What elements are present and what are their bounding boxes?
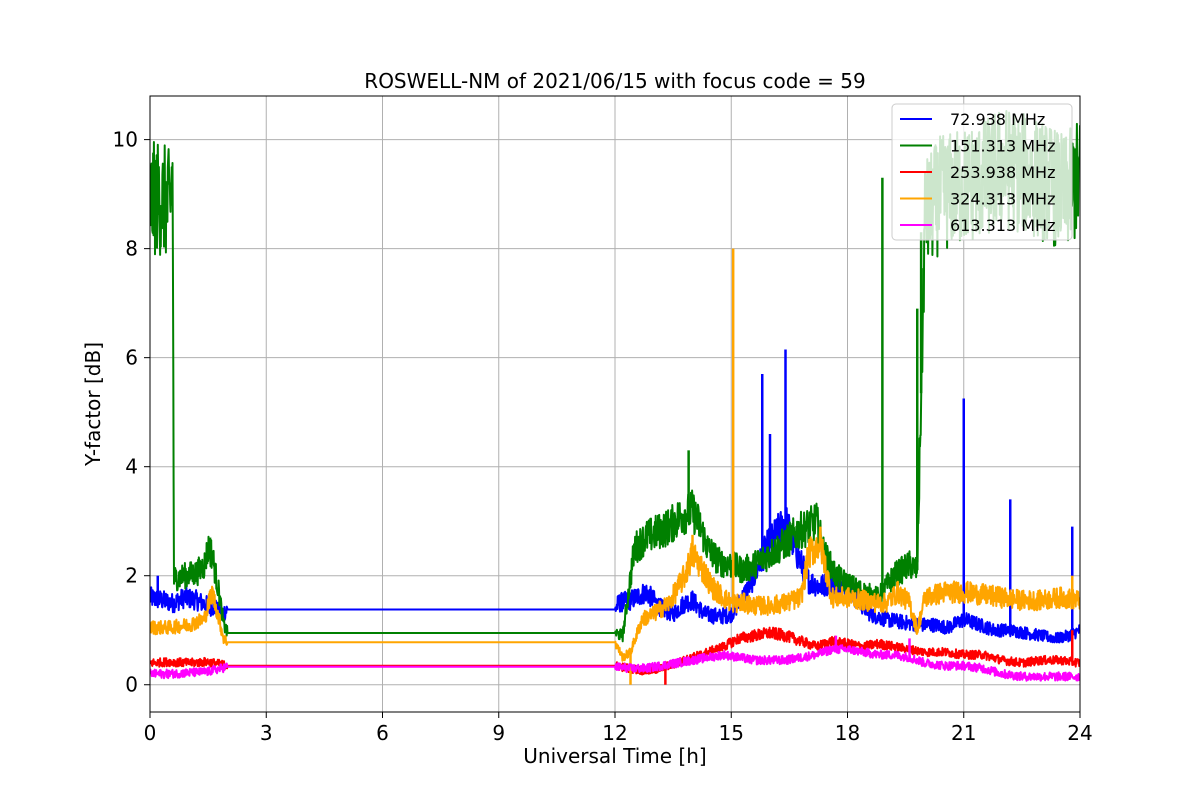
legend-label-3: 324.313 MHz (950, 190, 1055, 209)
legend: 72.938 MHz 151.313 MHz 253.938 MHz 324.313 … (891, 103, 1073, 241)
series-line-4 (150, 644, 1080, 682)
x-tick-label-5: 15 (719, 721, 744, 745)
series-line-0 (150, 507, 1080, 644)
legend-box (891, 103, 1073, 241)
legend-label-4: 613.313 MHz (950, 216, 1055, 235)
y-tick-label-0: 0 (125, 673, 138, 697)
x-tick-label-3: 9 (492, 721, 505, 745)
legend-label-0: 72.938 MHz (950, 110, 1045, 129)
legend-label-2: 253.938 MHz (950, 163, 1055, 182)
x-tick-label-1: 3 (260, 721, 273, 745)
series-line-3 (150, 526, 1080, 662)
y-tick-label-2: 4 (125, 455, 138, 479)
plot-series-group (150, 110, 1080, 685)
x-tick-label-8: 24 (1067, 721, 1092, 745)
y-tick-label-3: 6 (125, 346, 138, 370)
series-area (150, 110, 1080, 685)
x-tick-label-2: 6 (376, 721, 389, 745)
legend-label-1: 151.313 MHz (950, 137, 1055, 156)
y-tick-label-1: 2 (125, 564, 138, 588)
x-tick-label-6: 18 (835, 721, 860, 745)
x-tick-label-4: 12 (602, 721, 627, 745)
y-tick-label-5: 10 (113, 128, 138, 152)
y-axis-label: Y-factor [dB] (81, 342, 105, 467)
x-axis-label: Universal Time [h] (523, 744, 706, 768)
x-tick-label-0: 0 (144, 721, 157, 745)
y-tick-label-4: 8 (125, 237, 138, 261)
chart-title: ROSWELL-NM of 2021/06/15 with focus code… (364, 69, 865, 93)
x-tick-label-7: 21 (951, 721, 976, 745)
